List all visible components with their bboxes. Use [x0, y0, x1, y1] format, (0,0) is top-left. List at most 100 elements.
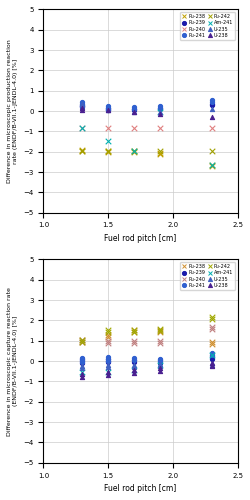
- Point: [80, 355, 84, 363]
- Point: [80, 336, 84, 344]
- Point: [210, 352, 214, 360]
- Point: [80, 364, 84, 372]
- Point: [80, 124, 84, 132]
- Point: [210, 362, 214, 370]
- Point: [132, 124, 136, 132]
- Point: [132, 147, 136, 155]
- Point: [132, 103, 136, 111]
- Point: [106, 106, 110, 114]
- Point: [158, 339, 162, 347]
- Point: [80, 338, 84, 346]
- Point: [80, 358, 84, 366]
- Point: [106, 368, 110, 376]
- Point: [106, 148, 110, 156]
- Point: [158, 360, 162, 368]
- Point: [158, 104, 162, 112]
- Y-axis label: Difference in microscopic production reaction
rate (ENDF/B-VII.1-JENDL-4.0) [%]: Difference in microscopic production rea…: [7, 39, 18, 183]
- Point: [132, 337, 136, 345]
- Point: [158, 102, 162, 110]
- Point: [210, 96, 214, 104]
- Point: [210, 113, 214, 121]
- Point: [132, 105, 136, 113]
- Point: [80, 98, 84, 106]
- Point: [210, 161, 214, 169]
- Point: [158, 337, 162, 345]
- Point: [210, 161, 214, 169]
- Point: [210, 100, 214, 108]
- Point: [80, 103, 84, 111]
- X-axis label: Fuel rod pitch [cm]: Fuel rod pitch [cm]: [104, 484, 176, 493]
- Point: [158, 324, 162, 332]
- Point: [158, 355, 162, 363]
- Point: [80, 102, 84, 110]
- Point: [80, 338, 84, 346]
- X-axis label: Fuel rod pitch [cm]: Fuel rod pitch [cm]: [104, 234, 176, 243]
- Point: [158, 147, 162, 155]
- Point: [80, 102, 84, 110]
- Point: [106, 339, 110, 347]
- Point: [210, 101, 214, 109]
- Point: [80, 370, 84, 378]
- Point: [106, 372, 110, 380]
- Point: [158, 110, 162, 118]
- Point: [106, 363, 110, 371]
- Point: [80, 147, 84, 155]
- Point: [106, 357, 110, 365]
- Point: [132, 354, 136, 362]
- Point: [210, 316, 214, 324]
- Point: [158, 105, 162, 113]
- Point: [158, 368, 162, 376]
- Point: [210, 349, 214, 357]
- Point: [132, 108, 136, 116]
- Point: [132, 366, 136, 374]
- Point: [132, 106, 136, 114]
- Point: [210, 340, 214, 348]
- Point: [158, 108, 162, 116]
- Point: [132, 326, 136, 334]
- Point: [210, 351, 214, 359]
- Point: [132, 326, 136, 334]
- Point: [158, 362, 162, 370]
- Point: [106, 358, 110, 366]
- Point: [106, 355, 110, 363]
- Point: [158, 359, 162, 367]
- Point: [210, 124, 214, 132]
- Point: [132, 328, 136, 336]
- Point: [158, 108, 162, 116]
- Point: [210, 351, 214, 359]
- Point: [210, 322, 214, 330]
- Point: [132, 147, 136, 155]
- Point: [132, 339, 136, 347]
- Point: [210, 355, 214, 363]
- Point: [106, 368, 110, 376]
- Point: [210, 361, 214, 369]
- Point: [210, 162, 214, 170]
- Point: [210, 338, 214, 346]
- Point: [106, 337, 110, 345]
- Point: [132, 358, 136, 366]
- Point: [106, 104, 110, 112]
- Point: [158, 150, 162, 158]
- Point: [106, 353, 110, 361]
- Point: [132, 366, 136, 374]
- Point: [132, 105, 136, 113]
- Point: [106, 124, 110, 132]
- Point: [106, 148, 110, 156]
- Point: [106, 106, 110, 114]
- Point: [106, 355, 110, 363]
- Point: [80, 338, 84, 346]
- Point: [158, 356, 162, 364]
- Point: [158, 364, 162, 372]
- Point: [106, 357, 110, 365]
- Point: [80, 147, 84, 155]
- Point: [158, 124, 162, 132]
- Point: [106, 330, 110, 338]
- Point: [80, 357, 84, 365]
- Point: [106, 147, 110, 155]
- Point: [158, 326, 162, 334]
- Point: [80, 356, 84, 364]
- Point: [106, 106, 110, 114]
- Point: [80, 354, 84, 362]
- Point: [80, 100, 84, 108]
- Point: [80, 146, 84, 154]
